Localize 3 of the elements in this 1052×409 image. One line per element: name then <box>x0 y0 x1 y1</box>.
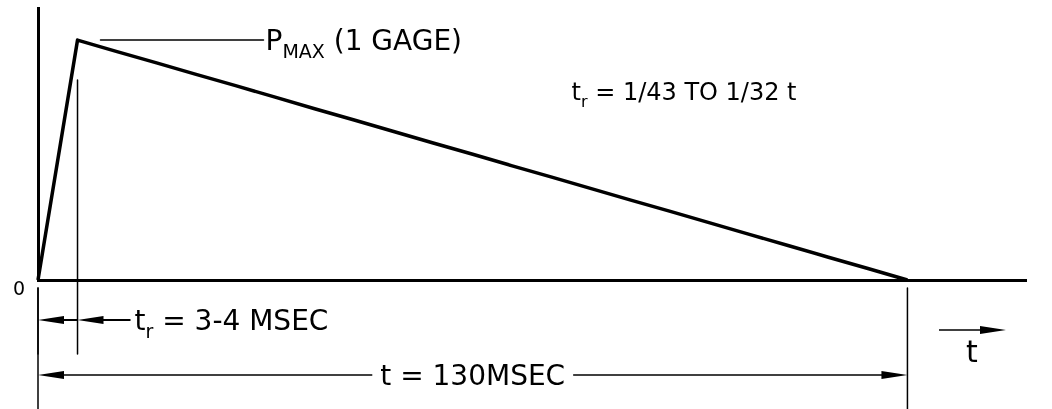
text: 0 <box>12 277 26 299</box>
x-axis-title: t <box>966 334 979 369</box>
text: t = 130MSEC <box>380 359 566 392</box>
